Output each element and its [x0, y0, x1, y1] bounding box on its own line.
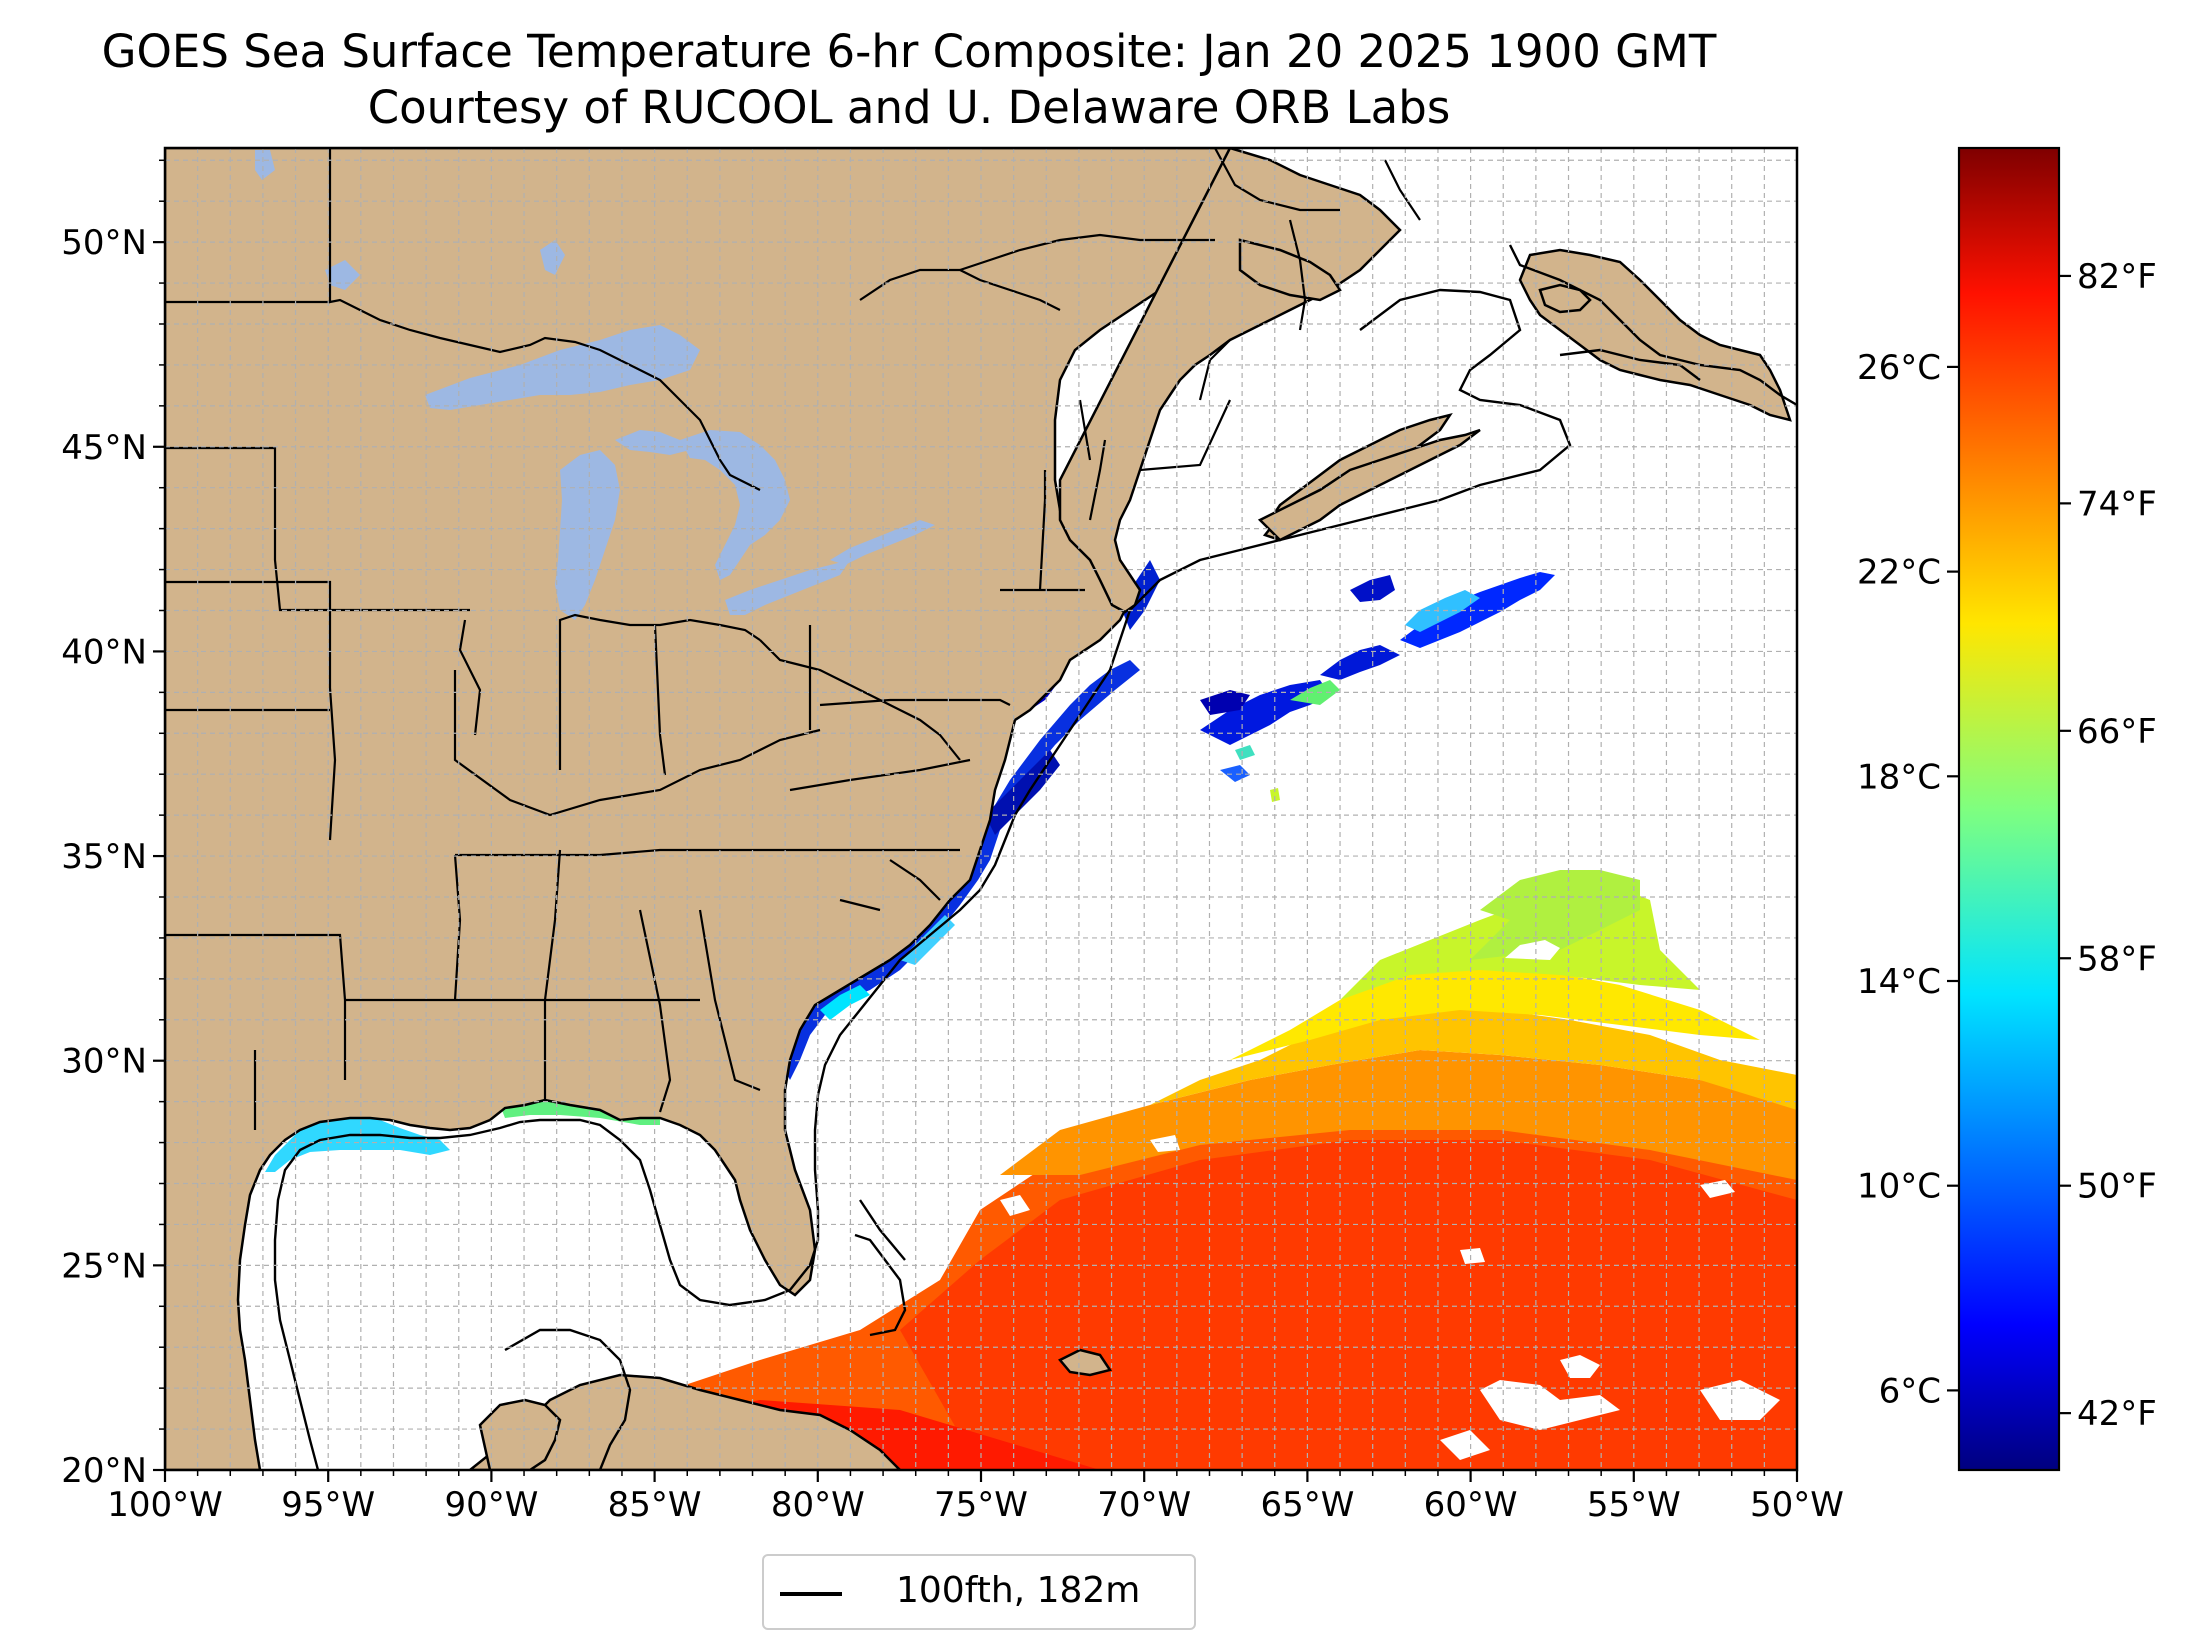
f-tick-label: 58°F — [2077, 939, 2157, 979]
chart-title: GOES Sea Surface Temperature 6-hr Compos… — [101, 25, 1717, 78]
fahrenheit-ticks: 42°F 50°F 58°F 66°F 74°F 82°F — [2059, 257, 2157, 1434]
graticule — [165, 148, 1797, 1470]
lon-tick-label: 100°W — [107, 1485, 223, 1525]
lon-tick-label: 65°W — [1260, 1485, 1354, 1525]
lat-tick-label: 35°N — [61, 837, 147, 877]
celsius-ticks: 6°C 10°C 14°C 18°C 22°C 26°C — [1857, 348, 1959, 1411]
legend-line-swatch — [780, 1592, 842, 1596]
c-tick-label: 18°C — [1857, 757, 1941, 797]
f-tick-label: 50°F — [2077, 1167, 2157, 1207]
lat-tick-label: 50°N — [61, 223, 147, 263]
lon-tick-label: 60°W — [1424, 1485, 1518, 1525]
lon-tick-label: 50°W — [1750, 1485, 1844, 1525]
land — [165, 148, 1792, 1470]
c-tick-label: 22°C — [1857, 553, 1941, 593]
lon-tick-label: 95°W — [281, 1485, 375, 1525]
lakes — [255, 150, 935, 620]
lat-tick-label: 40°N — [61, 632, 147, 672]
lon-tick-label: 55°W — [1587, 1485, 1681, 1525]
chart-subtitle: Courtesy of RUCOOL and U. Delaware ORB L… — [367, 81, 1451, 134]
lon-tick-label: 85°W — [608, 1485, 702, 1525]
lon-tick-label: 90°W — [444, 1485, 538, 1525]
c-tick-label: 6°C — [1879, 1371, 1941, 1411]
lat-tick-label: 25°N — [61, 1246, 147, 1286]
colorbar: 6°C 10°C 14°C 18°C 22°C 26°C 42°F 50°F 58°F 66°F… — [1857, 146, 2157, 1472]
c-tick-label: 14°C — [1857, 962, 1941, 1002]
lat-tick-label: 20°N — [61, 1451, 147, 1491]
lat-tick-label: 30°N — [61, 1042, 147, 1082]
lon-tick-label: 80°W — [771, 1485, 865, 1525]
f-tick-label: 42°F — [2077, 1394, 2157, 1434]
lon-tick-label: 75°W — [934, 1485, 1028, 1525]
c-tick-label: 10°C — [1857, 1167, 1941, 1207]
lat-tick-label: 45°N — [61, 428, 147, 468]
c-tick-label: 26°C — [1857, 348, 1941, 388]
f-tick-label: 66°F — [2077, 712, 2157, 752]
lon-tick-label: 70°W — [1097, 1485, 1191, 1525]
legend: 100fth, 182m — [762, 1554, 1196, 1630]
borders — [165, 148, 1421, 1130]
legend-label: 100fth, 182m — [896, 1570, 1141, 1611]
f-tick-label: 74°F — [2077, 484, 2157, 524]
longitude-ticks: 100°W 95°W 90°W 85°W 80°W 75°W 70°W 65°W 60°W 55°… — [107, 1470, 1844, 1525]
f-tick-label: 82°F — [2077, 257, 2157, 297]
latitude-ticks: 20°N 25°N 30°N 35°N 40°N 45°N 50°N — [61, 159, 165, 1491]
colorbar-gradient — [1957, 146, 2061, 1472]
